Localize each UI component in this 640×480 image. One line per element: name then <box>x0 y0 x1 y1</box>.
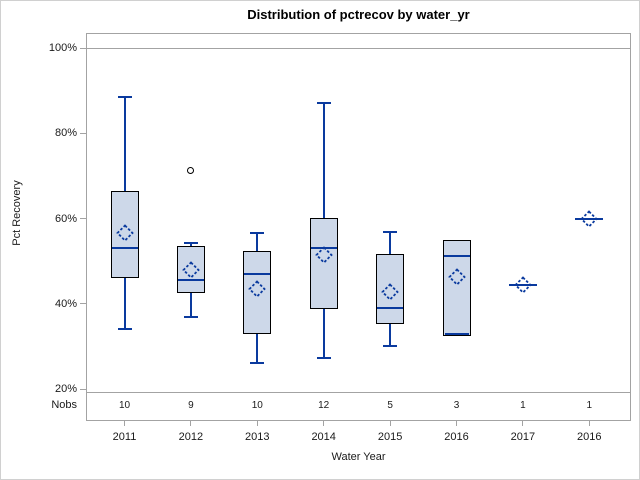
mean-diamond-marker <box>580 209 599 228</box>
nobs-separator <box>87 392 630 393</box>
upper-whisker-cap <box>250 232 265 235</box>
nobs-value: 5 <box>387 400 393 411</box>
mean-diamond-icon <box>381 283 399 301</box>
upper-whisker <box>322 102 325 218</box>
lower-whisker-cap <box>250 362 265 365</box>
x-tick-mark <box>190 421 192 426</box>
y-tick-label: 60% <box>54 212 77 225</box>
outlier-marker <box>187 166 195 174</box>
median-line <box>443 255 470 257</box>
y-tick-mark <box>80 388 86 390</box>
upper-whisker <box>256 233 259 252</box>
mean-diamond-marker <box>514 275 532 294</box>
nobs-value: 3 <box>453 400 460 411</box>
mean-diamond-icon <box>314 246 333 264</box>
mean-diamond-marker <box>381 283 399 301</box>
x-tick-label: 2016 <box>577 431 602 443</box>
median-line-single <box>575 217 604 220</box>
x-tick-mark <box>256 421 258 426</box>
y-tick-mark <box>80 47 86 49</box>
lower-whisker <box>256 333 259 364</box>
x-tick-label: 2016 <box>444 431 469 443</box>
iqr-box <box>176 246 205 294</box>
lower-whisker-cap <box>183 315 198 318</box>
iqr-box <box>243 251 272 334</box>
nobs-value: 12 <box>318 400 330 411</box>
x-axis-title: Water Year <box>331 451 386 463</box>
y-tick-label: 20% <box>54 383 77 395</box>
upper-whisker-cap <box>383 231 398 234</box>
x-tick-mark <box>389 421 391 426</box>
mean-diamond-icon <box>115 224 134 243</box>
lower-whisker-cap <box>316 356 331 359</box>
y-tick-label: 40% <box>54 297 77 310</box>
x-tick-label: 2017 <box>510 431 536 443</box>
median-line <box>244 272 271 275</box>
nobs-value: 10 <box>118 400 131 411</box>
mean-diamond-icon <box>248 280 267 299</box>
plot-area <box>86 33 631 421</box>
y-tick-label: 100% <box>48 42 77 54</box>
mean-diamond-marker <box>182 260 200 279</box>
lower-whisker <box>389 323 392 347</box>
nobs-value: 10 <box>251 400 263 411</box>
x-tick-label: 2014 <box>311 431 336 443</box>
mean-diamond-marker <box>115 224 134 243</box>
mean-diamond-icon <box>514 275 532 294</box>
x-tick-label: 2013 <box>245 431 270 443</box>
nobs-value: 1 <box>586 400 593 411</box>
mean-diamond-marker <box>447 268 466 286</box>
upper-whisker-cap <box>183 241 198 244</box>
lower-whisker-cap <box>444 333 469 336</box>
nobs-value: 9 <box>188 400 194 411</box>
x-tick-label: 2011 <box>112 431 137 443</box>
x-tick-mark <box>588 421 590 426</box>
iqr-box <box>110 190 139 279</box>
upper-whisker <box>123 97 126 191</box>
nobs-value: 1 <box>520 400 526 411</box>
x-tick-mark <box>124 421 125 426</box>
y-tick-mark <box>80 303 86 305</box>
x-tick-label: 2015 <box>377 431 403 443</box>
nobs-row-label: Nobs <box>51 399 77 411</box>
refline-100 <box>87 47 630 49</box>
lower-whisker <box>189 293 192 317</box>
iqr-box <box>309 217 338 310</box>
mean-diamond-icon <box>580 209 599 228</box>
lower-whisker <box>322 309 325 358</box>
median-line <box>377 307 404 309</box>
upper-whisker-cap <box>117 96 132 99</box>
median-line-single <box>508 283 537 286</box>
x-tick-mark <box>323 421 325 426</box>
lower-whisker <box>123 278 126 330</box>
median-line <box>177 279 204 282</box>
mean-diamond-marker <box>248 280 267 299</box>
upper-whisker <box>189 242 192 247</box>
upper-whisker-cap <box>316 101 331 104</box>
mean-diamond-icon <box>182 260 200 279</box>
upper-whisker <box>389 232 392 255</box>
x-tick-mark <box>456 421 457 426</box>
x-tick-mark <box>522 421 524 426</box>
y-tick-label: 80% <box>54 127 77 140</box>
mean-diamond-icon <box>447 268 466 286</box>
median-line <box>111 247 138 250</box>
chart-title: Distribution of pctrecov by water_yr <box>247 7 470 22</box>
lower-whisker-cap <box>117 328 132 331</box>
y-tick-mark <box>80 132 86 134</box>
y-tick-mark <box>80 218 86 219</box>
lower-whisker-cap <box>383 345 398 348</box>
x-tick-label: 2012 <box>178 431 204 443</box>
iqr-box <box>376 254 405 324</box>
mean-diamond-marker <box>314 246 333 264</box>
